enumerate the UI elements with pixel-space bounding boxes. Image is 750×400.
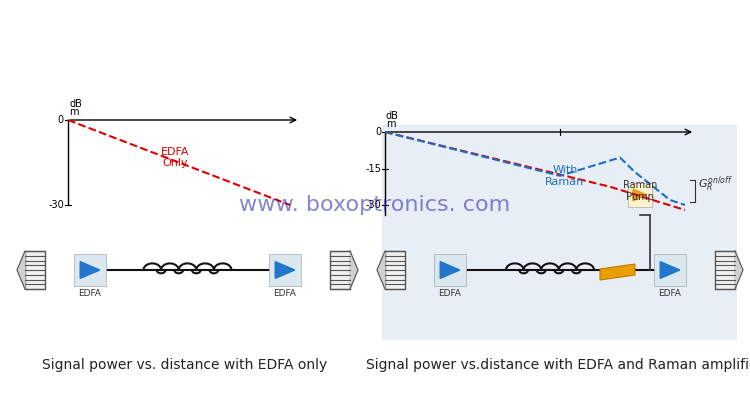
Text: m: m [69, 107, 79, 117]
Text: www. boxoptronics. com: www. boxoptronics. com [239, 195, 511, 215]
Polygon shape [600, 264, 635, 280]
Polygon shape [80, 262, 100, 278]
Text: EDFA: EDFA [79, 289, 101, 298]
Text: -30: -30 [48, 200, 64, 210]
Polygon shape [17, 251, 25, 289]
Text: -30: -30 [365, 200, 381, 210]
FancyBboxPatch shape [628, 183, 652, 207]
Text: 0: 0 [58, 115, 64, 125]
Bar [382, 125, 737, 340]
Text: m: m [386, 119, 395, 129]
Text: Signal power vs.distance with EDFA and Raman amplifier: Signal power vs.distance with EDFA and R… [366, 358, 750, 372]
Text: EDFA: EDFA [274, 289, 296, 298]
Text: EDFA
Only: EDFA Only [161, 147, 190, 168]
Text: Signal power vs. distance with EDFA only: Signal power vs. distance with EDFA only [42, 358, 328, 372]
Text: dB: dB [386, 111, 399, 121]
Polygon shape [660, 262, 680, 278]
FancyBboxPatch shape [269, 254, 301, 286]
FancyBboxPatch shape [434, 254, 466, 286]
FancyBboxPatch shape [654, 254, 686, 286]
Text: dB: dB [69, 99, 82, 109]
Polygon shape [440, 262, 460, 278]
Polygon shape [735, 251, 743, 289]
Text: -15: -15 [365, 164, 381, 174]
Polygon shape [377, 251, 385, 289]
Polygon shape [275, 262, 295, 278]
Text: 0: 0 [375, 127, 381, 137]
Polygon shape [633, 189, 647, 201]
Bar [25, 251, 45, 289]
Text: $G_R^{on/off}$: $G_R^{on/off}$ [698, 175, 733, 195]
Text: Raman
Pump: Raman Pump [622, 180, 657, 202]
FancyBboxPatch shape [74, 254, 106, 286]
Text: With
Raman: With Raman [545, 166, 585, 187]
Bar [330, 251, 350, 289]
Bar [715, 251, 735, 289]
Text: EDFA: EDFA [658, 289, 682, 298]
Bar [385, 251, 405, 289]
Text: EDFA: EDFA [439, 289, 461, 298]
Polygon shape [350, 251, 358, 289]
